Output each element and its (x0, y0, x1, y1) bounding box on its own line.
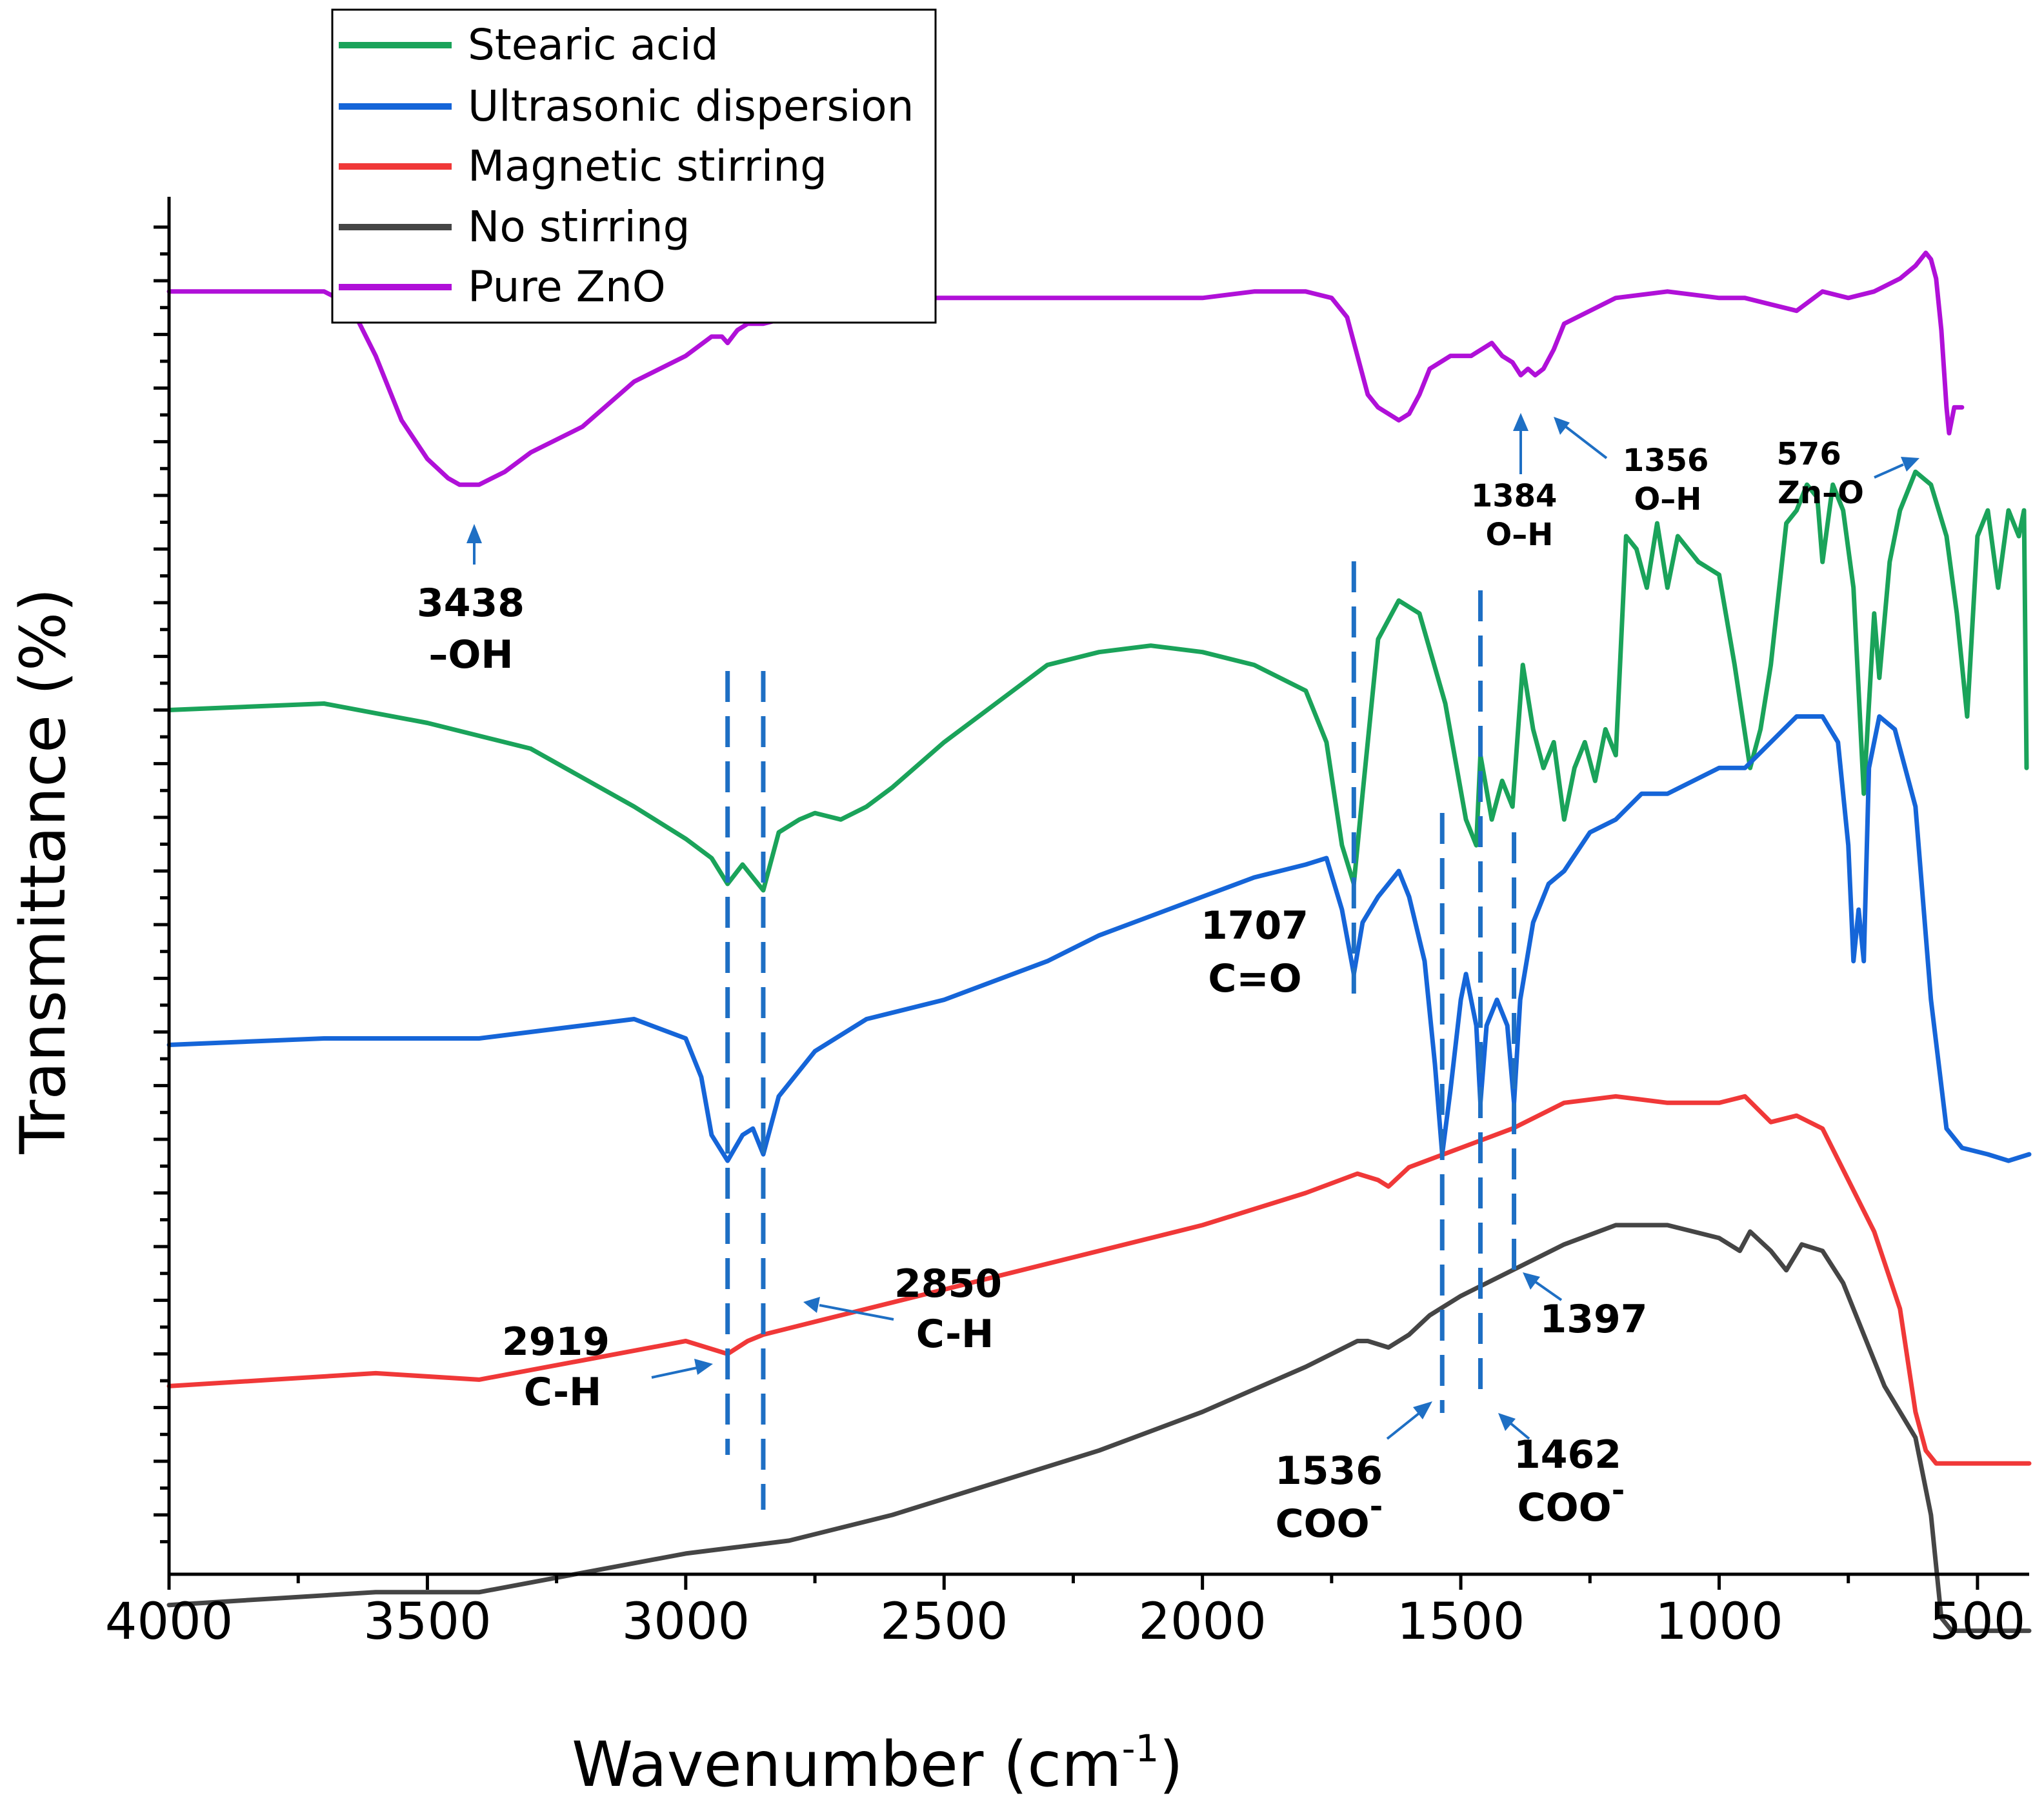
series-line-ultrasonic-dispersion (166, 714, 2032, 1163)
legend: Stearic acid Ultrasonic dispersion Magne… (331, 8, 937, 324)
x-tick-label: 2500 (880, 1593, 1008, 1651)
arrow-1536-head (1413, 1401, 1432, 1419)
series-line-stearic-acid (166, 469, 2029, 893)
annotations: 3438 –OH 2919 C-H 2850 C-H 1707 C=O 1536… (417, 413, 1919, 1547)
y-axis-title: Transmittance (%) (7, 588, 79, 1154)
series-line-pure-zno (166, 250, 1965, 487)
arrow-2919-head (694, 1359, 713, 1375)
legend-label-ultrasonic-dispersion: Ultrasonic dispersion (468, 81, 914, 131)
x-tick-label: 4000 (105, 1593, 234, 1651)
arrow-2850-head (803, 1297, 820, 1313)
legend-label-no-stirring: No stirring (468, 202, 690, 252)
reference-lines (725, 561, 1517, 1510)
arrow-3438-head (466, 524, 482, 543)
x-tick-label: 3500 (363, 1593, 492, 1651)
arrow-2850 (819, 1304, 894, 1321)
annotation-2919: 2919 C-H (502, 1319, 623, 1415)
annotation-1356: 1356 O–H (1623, 443, 1719, 517)
series-line-no-stirring (166, 1223, 2032, 1634)
arrow-1536 (1386, 1412, 1421, 1440)
arrow-576 (1874, 463, 1904, 479)
x-axis-title: Wavenumber (cm-1) (572, 1727, 1183, 1801)
x-tick-label: 500 (1929, 1593, 2025, 1651)
annotation-1462: 1462 COO- (1514, 1432, 1635, 1530)
series-line-magnetic-stirring (166, 1094, 2032, 1466)
x-tick-label: 1000 (1655, 1593, 1783, 1651)
legend-label-magnetic-stirring: Magnetic stirring (468, 141, 827, 191)
arrow-1397 (1534, 1281, 1563, 1301)
legend-label-pure-zno: Pure ZnO (468, 262, 666, 312)
annotation-2850: 2850 C-H (894, 1261, 1016, 1357)
x-axis-title-superscript: -1 (1122, 1727, 1159, 1770)
annotation-1384: 1384 O–H (1471, 478, 1568, 553)
x-tick-label: 3000 (622, 1593, 750, 1651)
annotation-arrows (466, 413, 1919, 1440)
arrow-1462-head (1498, 1413, 1516, 1431)
legend-label-stearic-acid: Stearic acid (468, 20, 719, 70)
arrow-1356 (1563, 425, 1608, 459)
series-layer (166, 250, 2032, 1634)
arrow-1462 (1508, 1421, 1530, 1440)
axes: 4000 3500 3000 2500 2000 1500 1000 500 (105, 197, 2029, 1651)
annotation-1536: 1536 COO- (1275, 1448, 1396, 1547)
arrow-1384-head (1513, 413, 1528, 431)
annotation-576: 576 Zn–O (1777, 436, 1864, 511)
annotation-1397: 1397 (1540, 1297, 1648, 1342)
arrow-1356-head (1554, 417, 1570, 435)
x-tick-label: 2000 (1138, 1593, 1267, 1651)
arrow-1397-head (1523, 1272, 1540, 1290)
annotation-1707: 1707 C=O (1201, 903, 1322, 1001)
annotation-3438: 3438 –OH (417, 581, 538, 677)
x-tick-label: 1500 (1397, 1593, 1525, 1651)
arrow-576-head (1901, 457, 1919, 472)
arrow-2919 (651, 1367, 697, 1379)
